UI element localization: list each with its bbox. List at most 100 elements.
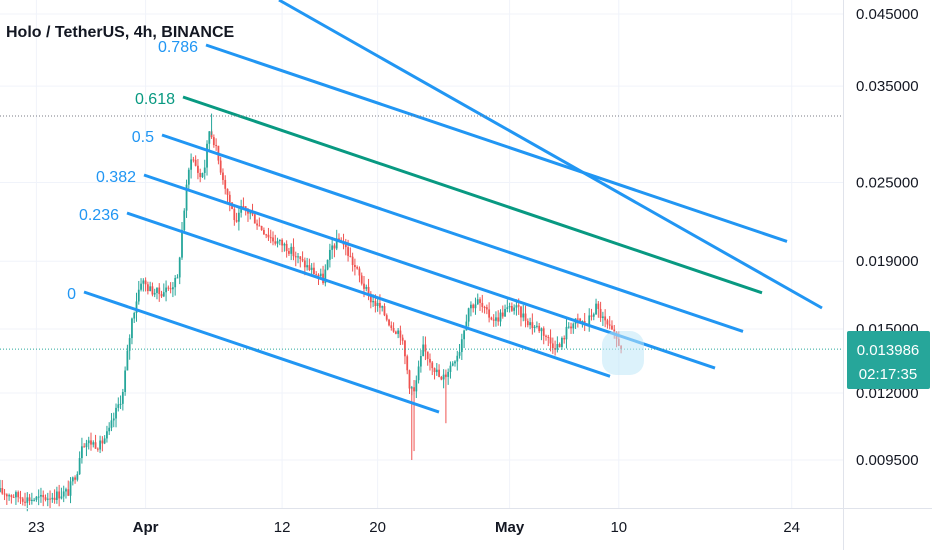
candle-body <box>208 131 211 144</box>
candle-body <box>167 287 170 289</box>
candle-body <box>372 301 374 303</box>
candle-body <box>415 380 418 392</box>
candle-body <box>344 244 347 248</box>
candle-body <box>81 446 83 459</box>
candle-body <box>142 280 145 284</box>
overlay-marks <box>0 115 843 375</box>
fib-label: 0.618 <box>135 91 175 108</box>
candle-body <box>269 237 272 239</box>
candle-body <box>242 205 245 207</box>
candle-body <box>62 491 65 497</box>
candle-body <box>499 312 502 322</box>
candle-body <box>121 391 124 404</box>
candle-body <box>206 143 208 168</box>
candle-body <box>222 172 224 180</box>
fib-channel[interactable]: 0 0.236 0.382 0.5 0.618 0.786 <box>67 0 823 414</box>
candle-body <box>358 268 361 276</box>
fib-line-0-236[interactable] <box>126 211 611 378</box>
candle-body <box>456 355 459 362</box>
candle-body <box>572 323 575 329</box>
candle-body <box>288 251 290 254</box>
price-tick-label: 0.035000 <box>856 78 919 95</box>
candle-body <box>140 283 142 290</box>
candle-body <box>506 307 509 309</box>
candle-body <box>347 247 349 256</box>
candle-body <box>285 243 288 252</box>
candle-body <box>328 249 331 260</box>
candle-body <box>281 239 283 246</box>
candle-body <box>495 317 497 321</box>
candle-body <box>87 440 90 444</box>
candle-body <box>583 321 586 324</box>
candle-body <box>42 494 45 498</box>
candle-body <box>399 330 402 338</box>
candle-body <box>563 337 566 340</box>
candle-body <box>556 344 559 350</box>
candle-body <box>369 293 372 303</box>
candle-body <box>44 497 47 500</box>
fib-line-0[interactable] <box>83 290 440 414</box>
candle-body <box>438 369 440 377</box>
candle-body <box>69 481 72 496</box>
candle-body <box>46 498 49 500</box>
candle-body <box>451 363 454 366</box>
candle-body <box>99 440 101 450</box>
fib-label: 0.236 <box>79 207 119 224</box>
candle-body <box>256 223 258 226</box>
candle-body <box>526 320 529 326</box>
time-tick-label: 24 <box>783 519 800 536</box>
candle-body <box>488 309 491 318</box>
candle-body <box>133 313 136 319</box>
candle-body <box>215 145 218 147</box>
candle-body <box>474 304 477 309</box>
candle-body <box>426 351 429 359</box>
candle-body <box>265 234 268 236</box>
candle-body <box>17 492 20 498</box>
time-tick-label: 10 <box>610 519 627 536</box>
candle-body <box>117 404 120 408</box>
candle-body <box>433 368 436 373</box>
candle-body <box>67 489 70 496</box>
candle-body <box>185 184 188 211</box>
candle-body <box>513 307 516 311</box>
candle-body <box>65 489 67 492</box>
candle-body <box>333 245 336 249</box>
candle-body <box>565 326 568 340</box>
fib-line-0-786[interactable] <box>205 43 788 243</box>
time-axis[interactable]: 23 Apr 12 20 May 10 24 <box>28 519 800 536</box>
candle-body <box>383 306 386 316</box>
candle-body <box>367 286 370 294</box>
candle-body <box>78 458 81 475</box>
candle-body <box>276 241 279 244</box>
candle-body <box>260 226 263 231</box>
candle-body <box>315 274 318 276</box>
candle-body <box>463 330 465 340</box>
candle-body <box>447 371 450 377</box>
fib-line-0-5[interactable] <box>161 133 744 333</box>
candle-body <box>306 265 309 268</box>
candle-body <box>290 246 293 254</box>
candle-body <box>390 325 393 328</box>
candle-body <box>190 159 192 170</box>
candle-body <box>174 278 177 288</box>
candle-body <box>278 239 281 242</box>
candle-body <box>408 370 411 389</box>
candle-body <box>94 442 97 449</box>
candle-body <box>558 344 561 348</box>
fib-line-0-618[interactable] <box>182 95 763 295</box>
candle-body <box>599 308 602 318</box>
fib-line-extension[interactable] <box>278 0 823 310</box>
candle-body <box>524 313 527 321</box>
candle-body <box>90 440 92 445</box>
candle-body <box>55 491 58 500</box>
price-tick-label: 0.019000 <box>856 253 919 270</box>
candle-body <box>101 440 104 444</box>
candle-body <box>601 316 604 318</box>
candle-body <box>545 335 547 337</box>
candle-body <box>8 495 10 497</box>
candle-body <box>294 256 297 258</box>
candle-body <box>354 265 356 268</box>
candle-body <box>579 318 582 322</box>
